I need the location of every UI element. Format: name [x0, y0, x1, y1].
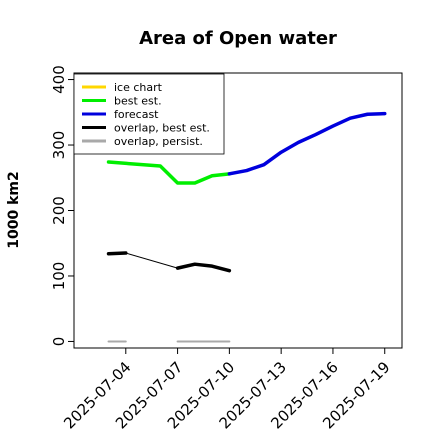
series-best-est-line — [106, 160, 232, 185]
y-tick-label: 100 — [50, 262, 68, 291]
series-overlap-best-est-connector — [125, 252, 178, 269]
legend-entry: overlap, best est. — [114, 122, 210, 135]
y-tick-label: 300 — [50, 131, 68, 160]
legend-entry: best est. — [114, 95, 162, 108]
legend-entry: ice chart — [114, 81, 163, 94]
chart-title: Area of Open water — [139, 28, 337, 49]
legend-entry: forecast — [114, 108, 159, 121]
series-overlap-best-est-line — [175, 262, 232, 273]
y-tick-label: 400 — [50, 65, 68, 94]
y-tick-label: 200 — [50, 196, 68, 225]
plot-area — [106, 111, 387, 343]
series-forecast-line — [227, 111, 387, 176]
legend-entry: overlap, persist. — [114, 135, 203, 148]
y-axis-label: 1000 km2 — [6, 171, 22, 248]
series-overlap-best-est-line — [106, 251, 128, 256]
y-tick-label: 0 — [50, 337, 68, 347]
